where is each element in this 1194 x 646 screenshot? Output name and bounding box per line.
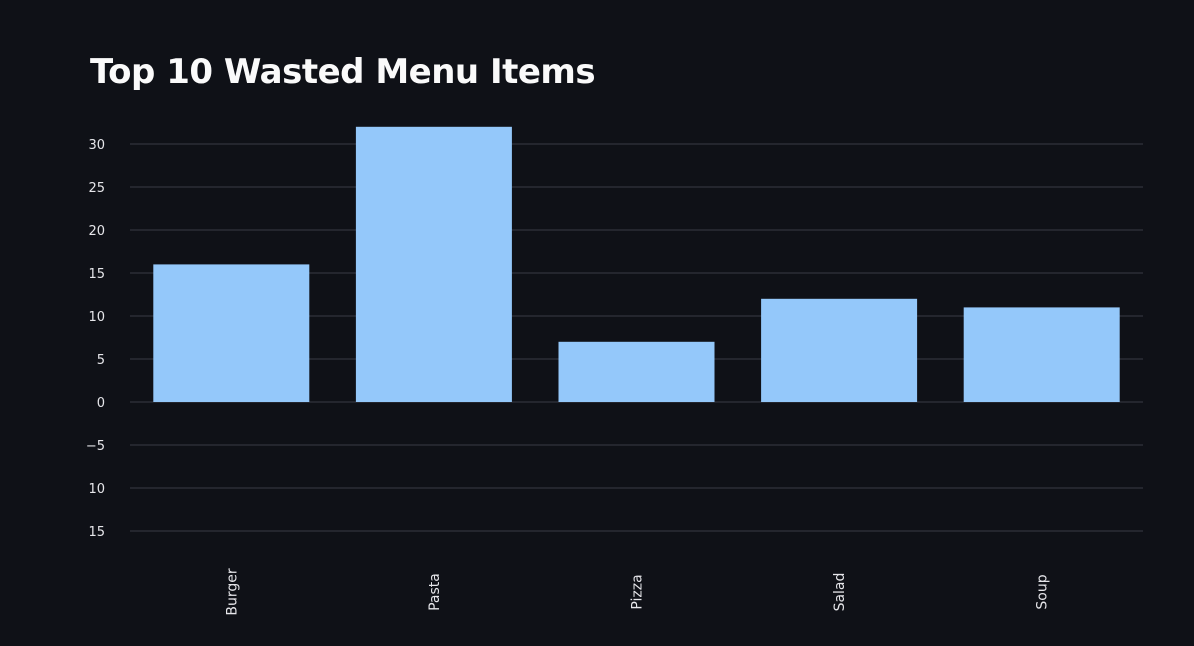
y-tick-label: 15 [88, 525, 105, 540]
y-tick-label: 5 [97, 353, 105, 368]
y-tick-label: 25 [88, 181, 105, 196]
x-category-label: Soup [1035, 574, 1051, 609]
y-tick-label: −5 [86, 439, 105, 454]
x-category-label: Pizza [630, 574, 646, 609]
bar-soup[interactable] [963, 307, 1120, 402]
y-tick-label: 10 [88, 310, 105, 325]
bar-pizza[interactable] [558, 341, 715, 402]
y-tick-label: 20 [88, 224, 105, 239]
chart-title: Top 10 Wasted Menu Items [90, 52, 596, 92]
y-tick-label: 30 [88, 138, 105, 153]
y-tick-label: 0 [97, 396, 105, 411]
bar-burger[interactable] [153, 264, 310, 402]
y-tick-label: 15 [88, 267, 105, 282]
x-category-label: Pasta [427, 573, 443, 611]
bar-salad[interactable] [761, 298, 918, 402]
bar-pasta[interactable] [355, 126, 512, 403]
x-category-label: Burger [224, 568, 240, 615]
y-tick-label: 10 [88, 482, 105, 497]
x-category-label: Salad [832, 573, 848, 612]
